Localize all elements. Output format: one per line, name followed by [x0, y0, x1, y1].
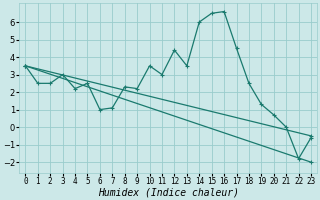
X-axis label: Humidex (Indice chaleur): Humidex (Indice chaleur) [98, 187, 239, 197]
